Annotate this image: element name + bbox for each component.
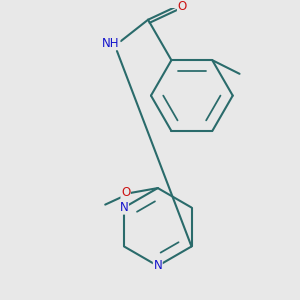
Text: N: N	[120, 201, 128, 214]
Text: O: O	[121, 186, 130, 200]
Text: O: O	[178, 0, 187, 13]
Text: N: N	[153, 260, 162, 272]
Text: NH: NH	[102, 37, 120, 50]
